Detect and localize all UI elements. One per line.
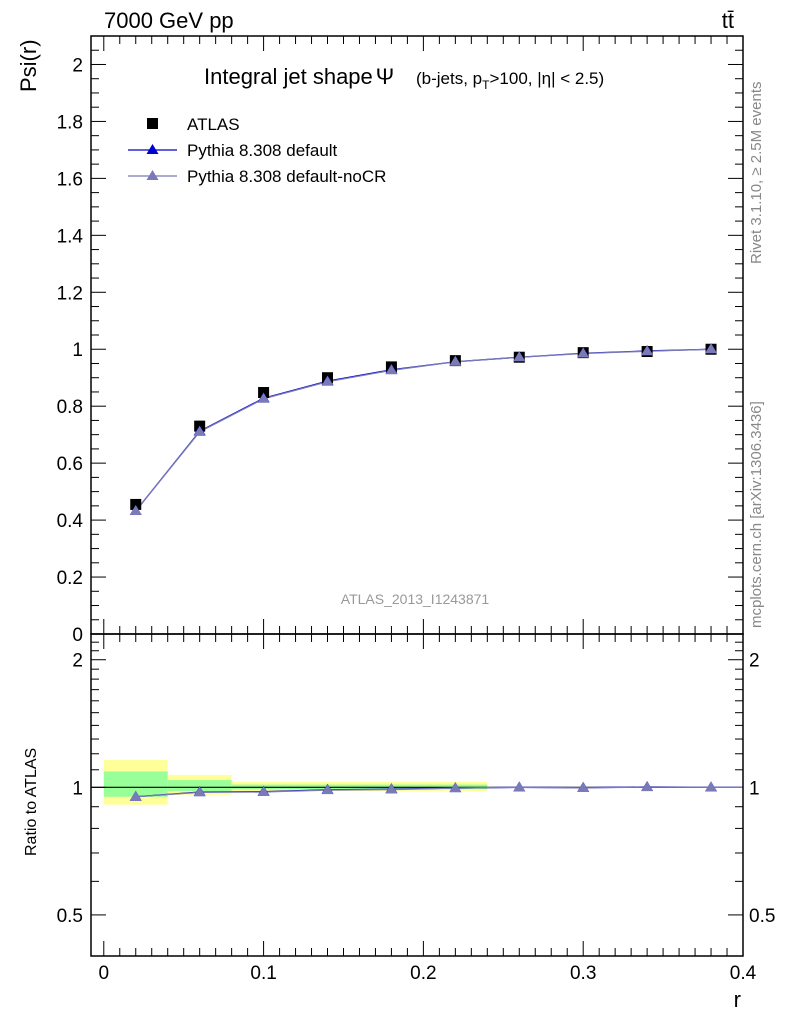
- ratio-y-axis-label: Ratio to ATLAS: [23, 748, 40, 856]
- main-y-tick-label: 1.4: [57, 226, 84, 247]
- data-point-2: [321, 375, 334, 386]
- main-y-tick-label: 0.2: [57, 568, 83, 589]
- ratio-point-1: [129, 790, 142, 801]
- main-y-tick-label: 0.6: [57, 454, 83, 475]
- legend: ATLAS Pythia 8.308 default Pythia 8.308 …: [128, 115, 386, 186]
- legend-label-default: Pythia 8.308 default: [187, 141, 338, 160]
- main-y-tick-label: 2: [72, 55, 83, 76]
- x-tick-label: 0.4: [730, 963, 757, 984]
- chart-subtitle: (b-jets, pT>100, |η| < 2.5): [416, 69, 604, 92]
- series-line-2: [135, 348, 712, 512]
- main-series-markers: [129, 343, 718, 515]
- data-point-2: [705, 343, 718, 354]
- ratio-plot-frame: [90, 633, 744, 957]
- ratio-series-markers: [129, 780, 718, 801]
- ratio-point-1: [641, 781, 654, 792]
- ratio-point-1: [385, 783, 398, 794]
- legend-marker-default: [146, 144, 159, 154]
- chart-title-text: Integral jet shape: [204, 64, 373, 89]
- series-line-1: [135, 348, 712, 512]
- x-tick-label: 0.1: [250, 963, 276, 984]
- x-tick-label: 0.2: [410, 963, 436, 984]
- ratio-point-1: [513, 781, 526, 792]
- ratio-y-tick-label-right: 1: [749, 778, 760, 799]
- ratio-point-1: [257, 785, 270, 796]
- main-y-tick-label: 0: [72, 625, 83, 646]
- energy-label: 7000 GeV pp: [104, 8, 234, 33]
- data-point-2: [129, 504, 142, 515]
- main-y-tick-label: 1.2: [57, 283, 83, 304]
- data-point-atlas: [130, 498, 142, 510]
- x-tick-label: 0.3: [570, 963, 596, 984]
- data-point-2: [641, 345, 654, 356]
- data-point-2: [385, 364, 398, 375]
- analysis-watermark: ATLAS_2013_I1243871: [341, 591, 490, 607]
- subtitle-subscript: T: [482, 78, 490, 92]
- ratio-grid-ticks: 0.5 0.5 1 1 2 2 0 0.1 0.2 0.3 0.4: [57, 634, 775, 984]
- ratio-y-tick-label: 2: [72, 651, 83, 672]
- data-point-2: [449, 355, 462, 366]
- chart-title: Integral jet shape Ψ: [204, 64, 394, 89]
- ratio-y-tick-label-right: 0.5: [749, 906, 775, 927]
- main-grid-ticks: 0 0.2 0.4 0.6 0.8 1 1.2 1.4 1.6 1.8 2: [57, 36, 744, 646]
- main-y-axis-label: Psi(r): [16, 39, 41, 92]
- process-label: tt̄: [722, 8, 734, 33]
- ratio-panel: 0.5 0.5 1 1 2 2 0 0.1 0.2 0.3 0.4 Ratio to ATLAS r: [23, 633, 775, 1012]
- ratio-y-tick-label: 1: [72, 778, 83, 799]
- chart-title-symbol: Ψ: [376, 64, 394, 89]
- main-y-tick-label: 1.8: [57, 112, 83, 133]
- data-point-2: [193, 425, 206, 436]
- ratio-point-1: [577, 781, 590, 792]
- main-y-tick-label: 0.8: [57, 397, 83, 418]
- uncertainty-band-stat: [167, 780, 232, 792]
- x-axis-label: r: [734, 987, 741, 1012]
- ratio-bands: [91, 760, 743, 805]
- legend-marker-atlas: [147, 118, 158, 129]
- data-point-2: [577, 347, 590, 358]
- ratio-point-1: [705, 781, 718, 792]
- ratio-point-1: [449, 782, 462, 793]
- ratio-y-tick-label: 0.5: [57, 906, 83, 927]
- mcplots-label: mcplots.cern.ch [arXiv:1306.3436]: [748, 401, 765, 628]
- subtitle-part: (b-jets, p: [416, 69, 482, 88]
- data-point-2: [513, 351, 526, 362]
- ratio-point-1: [193, 786, 206, 797]
- rivet-version-label: Rivet 3.1.10, ≥ 2.5M events: [748, 82, 765, 265]
- legend-label-nocr: Pythia 8.308 default-noCR: [187, 167, 386, 186]
- legend-marker-nocr: [146, 170, 159, 180]
- ratio-point-1: [321, 784, 334, 795]
- main-y-tick-label: 1.6: [57, 169, 83, 190]
- main-y-tick-label: 0.4: [57, 511, 84, 532]
- subtitle-part: >100, |η| < 2.5): [489, 69, 604, 88]
- data-point-2: [257, 392, 270, 403]
- main-series-lines: [135, 348, 712, 512]
- x-tick-label: 0: [98, 963, 109, 984]
- legend-label-atlas: ATLAS: [187, 115, 240, 134]
- main-y-tick-label: 1: [72, 340, 83, 361]
- ratio-y-tick-label-right: 2: [749, 651, 760, 672]
- main-panel: 0 0.2 0.4 0.6 0.8 1 1.2 1.4 1.6 1.8 2 Psi(r) Integ…: [16, 35, 744, 646]
